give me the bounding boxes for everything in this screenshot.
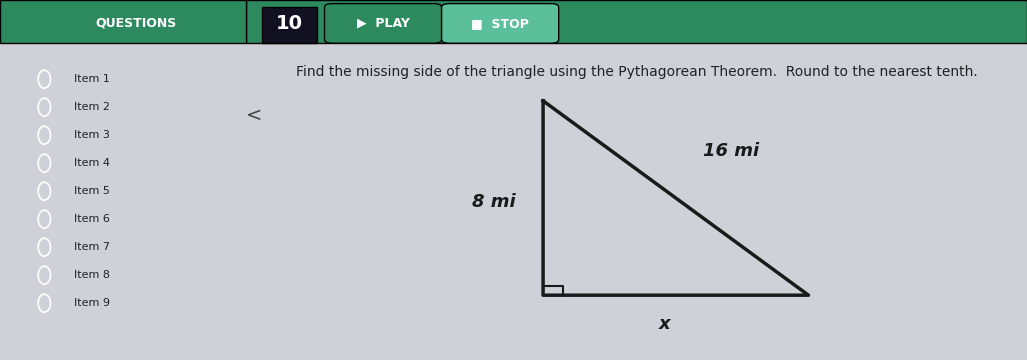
Text: Item 3: Item 3: [74, 130, 110, 140]
Text: <: <: [246, 106, 263, 125]
FancyBboxPatch shape: [262, 7, 316, 43]
Text: Item 2: Item 2: [74, 102, 110, 112]
Text: 8 mi: 8 mi: [472, 193, 516, 211]
Text: ■  STOP: ■ STOP: [471, 17, 529, 30]
Text: ▶  PLAY: ▶ PLAY: [356, 17, 410, 30]
Text: Item 6: Item 6: [74, 214, 110, 224]
Text: x: x: [658, 315, 670, 333]
FancyBboxPatch shape: [325, 4, 442, 43]
Text: Find the missing side of the triangle using the Pythagorean Theorem.  Round to t: Find the missing side of the triangle us…: [296, 65, 978, 79]
Text: Item 5: Item 5: [74, 186, 110, 196]
Text: Item 9: Item 9: [74, 298, 110, 308]
Text: QUESTIONS: QUESTIONS: [94, 17, 177, 30]
FancyBboxPatch shape: [0, 0, 246, 43]
Text: 10: 10: [276, 14, 303, 33]
Text: Item 8: Item 8: [74, 270, 110, 280]
FancyBboxPatch shape: [442, 4, 559, 43]
Text: Item 1: Item 1: [74, 74, 110, 84]
Text: 16 mi: 16 mi: [703, 142, 759, 160]
Text: Item 4: Item 4: [74, 158, 110, 168]
FancyBboxPatch shape: [246, 0, 1027, 43]
Text: Item 7: Item 7: [74, 242, 110, 252]
